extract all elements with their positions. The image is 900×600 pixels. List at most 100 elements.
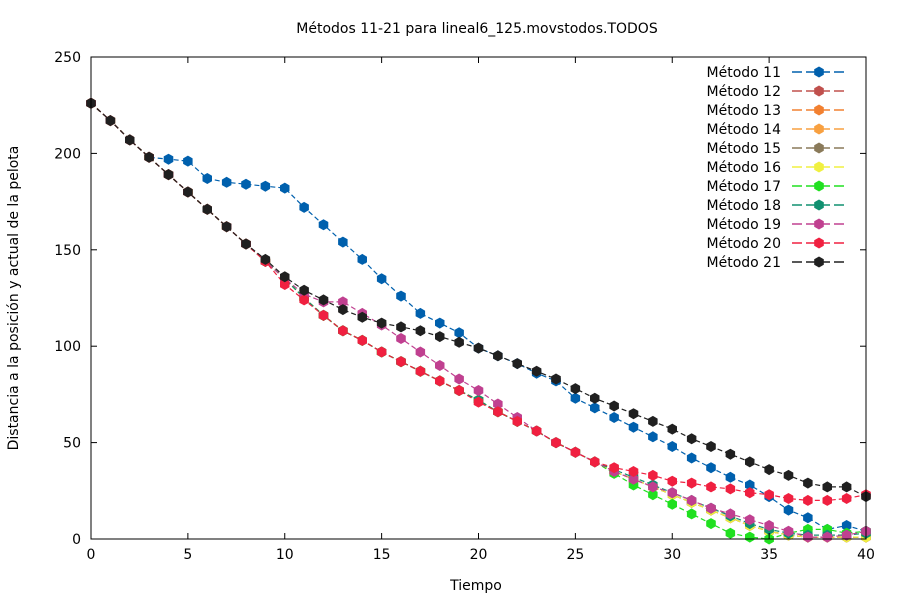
data-point [822,494,832,506]
legend-swatch-marker [814,85,824,97]
data-point [221,221,232,233]
data-point [841,493,852,504]
data-point [435,317,445,329]
y-tick-label: 50 [63,436,81,452]
chart-title: Métodos 11-21 para lineal6_125.movstodos… [296,21,658,37]
data-point [745,456,755,468]
data-point [280,182,290,194]
data-point [570,392,581,404]
legend-label: Método 19 [707,217,781,233]
data-point [357,311,367,323]
data-point [822,481,832,493]
y-tick-label: 100 [54,339,81,355]
y-tick-label: 200 [54,146,81,162]
data-point [745,514,755,526]
data-point [667,423,677,435]
legend-label: Método 12 [707,84,781,100]
legend-label: Método 21 [707,255,781,271]
data-point [706,518,716,530]
data-point [648,489,658,501]
data-point [376,317,387,329]
data-point [396,356,406,368]
legend: Método 11 Método 12 Método 13 Método 14 Méto… [707,65,846,271]
x-tick-label: 35 [760,547,778,563]
data-point [338,296,348,308]
data-point [415,307,426,319]
axes-layer: 0 5 10 15 20 25 30 35 40 0 50 100 150 200 250 [54,50,875,563]
data-point [415,346,426,358]
data-point [725,448,736,460]
data-point [783,493,794,504]
legend-swatch-marker [814,256,824,268]
data-point [667,475,677,487]
series-layer [86,97,871,545]
legend-swatch-marker [814,123,824,135]
data-point [435,375,445,387]
data-point [590,392,600,404]
legend-swatch-marker [814,218,824,230]
data-point [628,408,639,420]
data-point [163,169,174,181]
series-line [90,102,867,501]
data-point [686,477,697,489]
data-point [241,178,251,190]
legend-label: Método 20 [707,236,781,252]
legend-label: Método 18 [707,198,781,214]
y-tick-label: 250 [54,50,81,66]
data-point [725,483,736,495]
x-tick-label: 0 [87,547,96,563]
data-point [144,151,154,163]
data-point [803,531,813,543]
data-point [473,396,484,408]
data-point [163,153,174,165]
series-11 [86,97,871,503]
x-tick-label: 10 [276,547,294,563]
data-point [551,437,561,449]
data-point [473,385,484,396]
data-point [570,446,581,458]
data-point [435,360,445,371]
data-point [415,365,426,377]
data-point [609,412,619,423]
data-point [202,203,212,215]
data-point [396,333,406,344]
data-point [299,294,309,306]
data-point [221,176,232,188]
data-point [822,531,832,543]
data-point [706,462,716,474]
data-point [512,415,522,427]
legend-label: Método 17 [707,179,781,195]
x-tick-label: 5 [183,547,192,563]
data-point [590,456,600,468]
data-point [473,342,484,354]
data-point [454,336,464,348]
data-point [745,487,755,499]
data-point [628,421,639,433]
data-point [764,464,774,476]
data-point [299,201,309,213]
legend-swatch-marker [814,104,824,116]
data-point [667,498,677,510]
x-tick-label: 40 [857,547,875,563]
data-point [183,155,193,167]
data-point [376,273,387,285]
data-point [764,520,774,531]
legend-swatch-marker [814,161,824,173]
data-point [551,373,561,385]
x-axis-label: Tiempo [449,578,502,594]
legend-label: Método 13 [707,103,781,119]
data-point [125,134,135,146]
data-point [260,180,271,192]
legend-label: Método 14 [707,122,782,138]
data-point [841,520,852,531]
data-point [706,441,716,452]
data-point [648,415,658,427]
data-point [745,531,755,543]
data-point [435,331,445,343]
data-point [260,253,271,265]
data-point [686,433,697,445]
x-tick-label: 30 [663,547,681,563]
data-point [628,466,639,477]
data-point [803,477,813,489]
